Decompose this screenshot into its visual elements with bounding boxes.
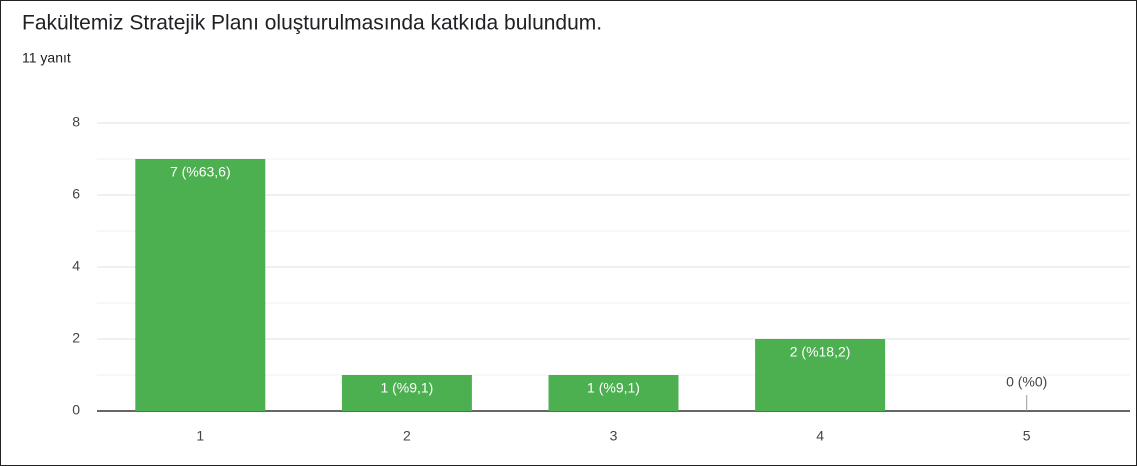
x-tick-label: 2 [403,428,411,444]
y-tick-label: 8 [72,114,80,130]
chart-subtitle: 11 yanıt [22,50,71,66]
bar [548,375,679,411]
y-tick-label: 0 [72,402,80,418]
x-tick-label: 1 [196,428,204,444]
data-label: 1 (%9,1) [587,380,640,396]
x-tick-label: 3 [610,428,618,444]
data-label: 7 (%63,6) [170,164,231,180]
chart-title: Fakültemiz Stratejik Planı oluşturulması… [22,12,602,35]
bar [755,339,886,411]
data-label: 2 (%18,2) [790,344,851,360]
y-tick-label: 2 [72,330,80,346]
y-tick-label: 6 [72,186,80,202]
bar [341,375,472,411]
x-tick-label: 5 [1023,428,1031,444]
x-tick-label: 4 [816,428,824,444]
data-label: 0 (%0) [1006,374,1047,390]
data-label: 1 (%9,1) [380,380,433,396]
bar [135,159,266,411]
y-tick-label: 4 [72,258,80,274]
